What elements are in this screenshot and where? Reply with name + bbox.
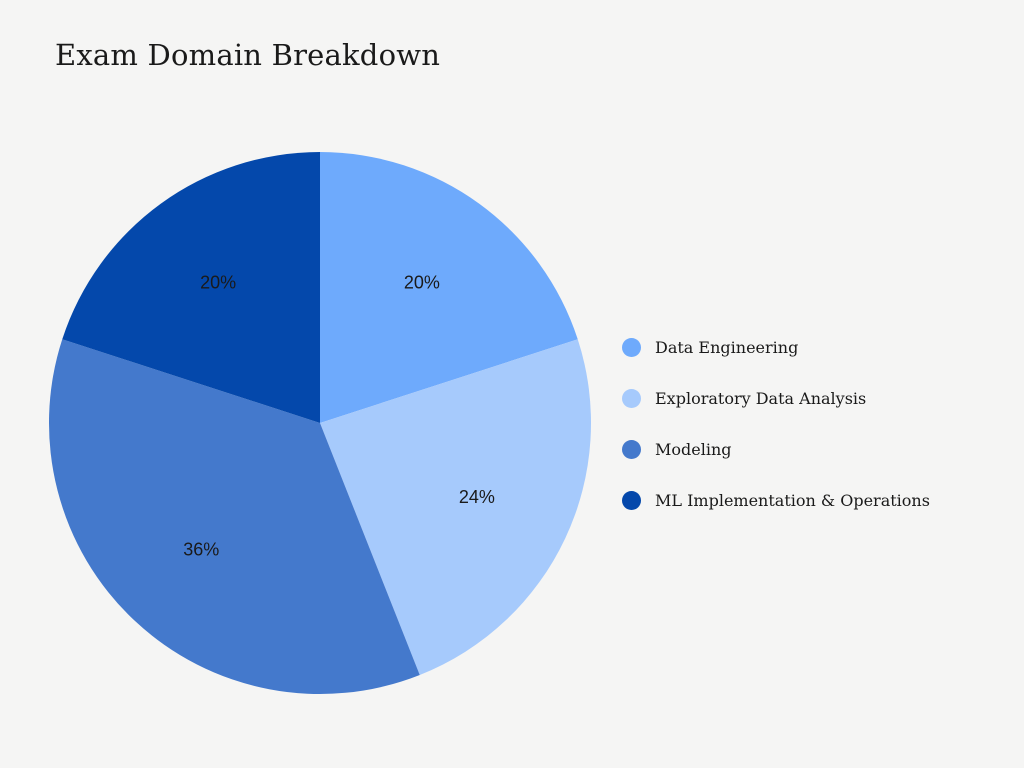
- chart-title: Exam Domain Breakdown: [55, 38, 441, 72]
- pie-slice-label-3: 36%: [183, 539, 219, 559]
- legend-label: Data Engineering: [655, 338, 799, 357]
- legend-label: Modeling: [655, 440, 732, 459]
- legend-label: ML Implementation & Operations: [655, 491, 930, 510]
- pie-slice-label-4: 20%: [200, 273, 236, 293]
- legend-swatch: [622, 338, 641, 357]
- legend-item: ML Implementation & Operations: [622, 475, 930, 526]
- legend-swatch: [622, 389, 641, 408]
- legend-item: Modeling: [622, 424, 930, 475]
- pie-slice-label-1: 20%: [404, 273, 440, 293]
- legend-item: Exploratory Data Analysis: [622, 373, 930, 424]
- legend-swatch: [622, 440, 641, 459]
- pie-slice-2: [320, 339, 592, 675]
- legend-label: Exploratory Data Analysis: [655, 389, 867, 408]
- legend-swatch: [622, 491, 641, 510]
- pie-slice-3: [48, 339, 420, 695]
- legend-item: Data Engineering: [622, 322, 930, 373]
- pie-slice-1: [320, 152, 578, 423]
- pie-slice-label-2: 24%: [459, 487, 495, 507]
- pie-slice-4: [62, 152, 320, 423]
- chart-legend: Data Engineering Exploratory Data Analysi…: [622, 322, 930, 526]
